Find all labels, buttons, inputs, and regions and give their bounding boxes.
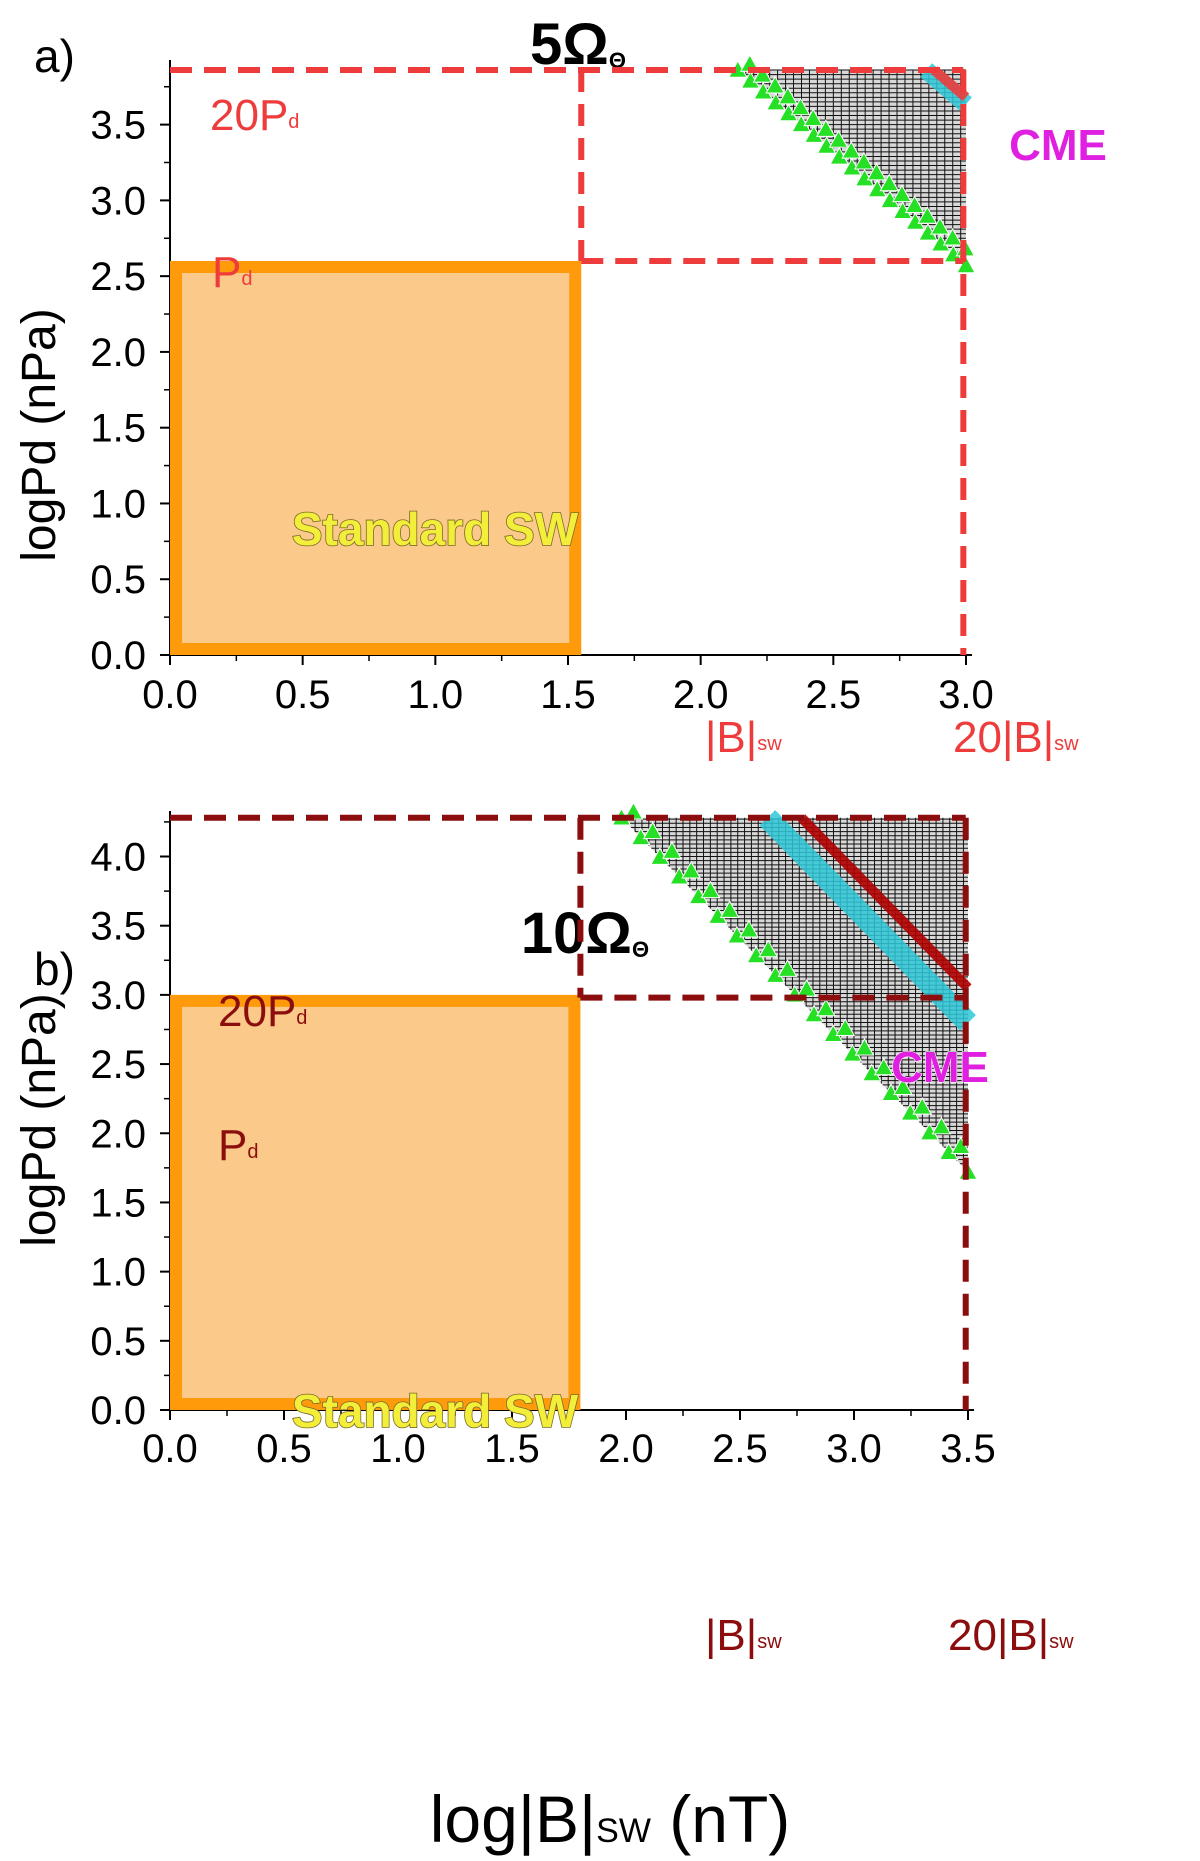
panel-b-marks: [160, 801, 978, 1420]
panel-a-20b-label: 20|B|sw: [953, 713, 1079, 762]
panel-a-standard-sw-box: [170, 261, 582, 655]
panel-a: a) 5ΩΘ logPd (nPa) 0.0 0.5 1.0 1.5 2.0 2.5 3.0…: [13, 12, 1107, 762]
panel-a-boundary-marker: [828, 130, 849, 148]
panel-b-standard-sw-box: [170, 994, 581, 1410]
panel-b-boundary-marker: [873, 1057, 894, 1076]
panel-a-x-tick-label: 2.0: [673, 673, 729, 717]
panel-b-x-tick-label: 3.0: [826, 1427, 882, 1471]
panel-b-y-tick-label: 1.5: [90, 1181, 146, 1225]
panel-a-y-tick-label: 1.5: [90, 407, 146, 451]
panel-a-boundary-marker: [892, 184, 912, 203]
panel-b-y-tick-label: 1.0: [90, 1251, 146, 1295]
panel-b-boundary-marker: [662, 841, 682, 859]
panel-a-x-tick-label: 0.0: [142, 673, 198, 717]
panel-a-boundary-marker: [841, 140, 862, 159]
panel-b-boundary-marker: [739, 919, 759, 938]
panel-a-boundary-marker: [942, 227, 963, 246]
panel-b-y-tick-label: 3.5: [90, 905, 146, 949]
panel-a-pd-label: Pd: [212, 248, 252, 297]
panel-a-x-tick-label: 0.5: [275, 673, 331, 717]
panel-a-boundary-marker: [790, 97, 811, 116]
panel-a-ticks: 0.0 0.5 1.0 1.5 2.0 2.5 3.0 0.0 0.5 1.0 1.5 2.0 2.5 3…: [90, 104, 993, 717]
panel-b-y-tick-label: 2.0: [90, 1112, 146, 1156]
panel-b-boundary-marker: [931, 1116, 952, 1135]
panel-a-boundary-marker: [765, 75, 786, 94]
panel-b-x-tick-label: 1.5: [484, 1427, 540, 1471]
panel-b-y-tick-label: 0.5: [90, 1320, 146, 1364]
panel-b-boundary-marker: [796, 978, 817, 997]
panel-b-cme-line: [797, 814, 972, 992]
panel-b-boundary-marker: [777, 959, 798, 977]
panel-b-standard-sw-label: Standard SW: [292, 1385, 579, 1437]
panel-b-20b-label: 20|B|sw: [948, 1611, 1074, 1660]
panel-b-boundary-marker: [700, 880, 721, 899]
panel-b-x-tick-label: 0.0: [142, 1427, 198, 1471]
panel-a-cme-label: CME: [1009, 121, 1107, 170]
panel-a-y-tick-label: 1.0: [90, 482, 146, 526]
panel-a-y-tick-label: 0.5: [90, 558, 146, 602]
panel-a-boundary-marker: [879, 173, 900, 192]
panel-b-y-tick-label: 3.0: [90, 974, 146, 1018]
panel-a-x-tick-label: 1.0: [408, 673, 464, 717]
panel-b-boundary-marker: [758, 939, 779, 958]
panel-b-boundary-marker: [681, 860, 702, 879]
panel-b-boundary-marker: [719, 900, 740, 918]
panel-b-x-tick-label: 0.5: [256, 1427, 312, 1471]
panel-a-20pd-label: 20Pd: [210, 91, 299, 140]
panel-a-boundary-marker: [854, 151, 874, 170]
panel-b-title: 10ΩΘ: [521, 901, 649, 966]
panel-a-y-tick-label: 2.5: [90, 255, 146, 299]
panel-b-y-tick-label: 2.5: [90, 1043, 146, 1087]
x-axis-label: log|B|SW (nT): [430, 1782, 791, 1856]
panel-b-20pd-label: 20Pd: [218, 987, 307, 1036]
panel-a-boundary-marker: [816, 119, 836, 137]
panel-b-x-tick-label: 1.0: [370, 1427, 426, 1471]
panel-b-boundary-marker: [893, 1077, 913, 1095]
panel-b-boundary-marker: [835, 1018, 856, 1036]
panel-a-cme-band: [920, 63, 972, 111]
panel-a-boundary-marker: [752, 64, 773, 83]
panel-b-b-label: |B|sw: [705, 1611, 782, 1660]
panel-a-boundary-marker: [930, 216, 950, 235]
panel-a-b-label: |B|sw: [705, 713, 782, 762]
panel-a-y-tick-label: 3.5: [90, 104, 146, 148]
panel-b-x-tick-label: 2.0: [598, 1427, 654, 1471]
panel-b-x-tick-label: 3.5: [940, 1427, 996, 1471]
panel-a-boundary-marker: [956, 255, 976, 274]
panel-b-label: b): [34, 943, 75, 995]
panel-b-pd-label: Pd: [218, 1121, 258, 1170]
panel-b-cme-label: CME: [891, 1043, 989, 1092]
panel-b-x-tick-label: 2.5: [712, 1427, 768, 1471]
panel-b-boundary-marker: [912, 1096, 933, 1115]
panel-a-standard-sw-label: Standard SW: [292, 503, 579, 555]
panel-a-boundary-marker: [866, 162, 887, 181]
panel-b-y-tick-label: 4.0: [90, 836, 146, 880]
panel-a-x-tick-label: 3.0: [938, 673, 994, 717]
panel-a-title: 5ΩΘ: [530, 12, 626, 77]
panel-b: b) 10ΩΘ logPd (nPa) 0.0 0.5 1.0 1.5 2.0 2.5 3.…: [13, 801, 1074, 1660]
panel-b-boundary-marker: [854, 1037, 875, 1056]
panel-a-y-axis-label: logPd (nPa): [13, 308, 66, 561]
panel-a-y-tick-label: 3.0: [90, 179, 146, 223]
panel-a-boundary-marker: [904, 195, 925, 213]
panel-a-boundary-marker: [803, 108, 824, 127]
panel-b-boundary-marker: [816, 998, 836, 1017]
panel-a-marks: [160, 54, 976, 665]
panel-b-cme-band: [759, 810, 976, 1031]
panel-a-y-tick-label: 0.0: [90, 634, 146, 678]
panel-b-y-tick-label: 0.0: [90, 1389, 146, 1433]
panel-a-y-tick-label: 2.0: [90, 331, 146, 375]
panel-a-x-tick-label: 1.5: [540, 673, 596, 717]
panel-a-cme-line: [930, 66, 970, 102]
panel-a-label: a): [34, 30, 75, 82]
panel-b-boundary-marker: [642, 821, 663, 840]
panel-a-x-tick-label: 2.5: [806, 673, 862, 717]
panel-b-y-axis-label: logPd (nPa): [13, 993, 66, 1246]
panel-a-boundary-marker: [917, 206, 938, 224]
panel-a-boundary-marker: [777, 86, 798, 105]
panel-b-ticks: 0.0 0.5 1.0 1.5 2.0 2.5 3.0 3.5 0.0 0.5 1.0 1.5 2.0 2…: [90, 836, 995, 1471]
